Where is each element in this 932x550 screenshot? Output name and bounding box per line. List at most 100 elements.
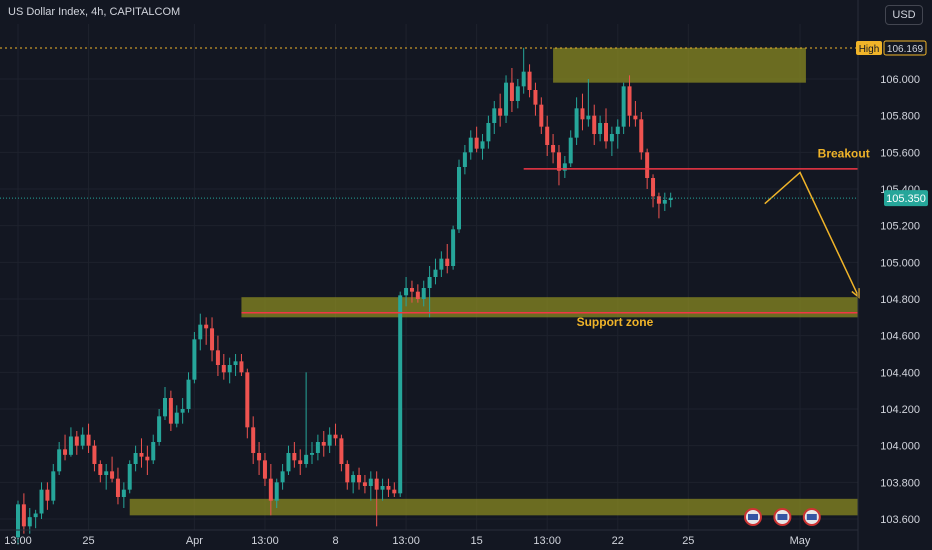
candle-up [486, 123, 491, 142]
y-tick-label: 104.800 [880, 294, 920, 306]
high-value-tag [883, 40, 927, 56]
candle-down [63, 449, 68, 455]
candle-up [68, 436, 73, 455]
x-tick-label: 25 [82, 535, 94, 547]
candle-down [539, 104, 544, 127]
y-tick-label: 103.600 [880, 514, 920, 526]
high-tag-text: High [859, 44, 880, 55]
candle-down [386, 486, 391, 490]
candle-up [286, 453, 291, 472]
y-tick-label: 103.800 [880, 477, 920, 489]
candle-down [251, 427, 256, 453]
candle-up [274, 482, 279, 501]
candle-down [627, 86, 632, 116]
candle-up [39, 489, 44, 514]
candle-down [292, 453, 297, 461]
candle-up [586, 115, 591, 120]
x-tick-label: 13:00 [4, 535, 32, 547]
candle-up [304, 454, 309, 464]
candle-up [598, 123, 603, 134]
candle-up [51, 471, 56, 501]
candle-down [409, 288, 414, 292]
candle-up [33, 513, 38, 518]
candle-down [257, 453, 262, 461]
candle-down [645, 152, 650, 178]
candle-down [298, 460, 303, 464]
candle-down [221, 365, 226, 373]
candle-up [104, 471, 109, 475]
candle-up [163, 398, 167, 417]
candle-up [310, 453, 314, 455]
candle-up [174, 412, 179, 424]
candle-up [280, 471, 285, 483]
candle-up [668, 198, 673, 200]
candle-up [180, 409, 185, 413]
candle-up [368, 478, 373, 486]
candle-up [521, 71, 526, 87]
last-price-text: 105.350 [886, 193, 926, 205]
projection-arrowhead [851, 288, 860, 299]
candle-down [74, 436, 79, 446]
candle-up [492, 108, 497, 123]
y-tick-label: 104.400 [880, 367, 920, 379]
candle-up [427, 277, 432, 288]
candle-down [239, 361, 244, 373]
candle-up [186, 379, 191, 409]
candle-up [327, 434, 332, 446]
x-tick-label: May [790, 535, 811, 547]
x-tick-label: 13:00 [251, 535, 279, 547]
candle-up [151, 442, 156, 461]
candle-up [615, 126, 620, 134]
candle-up [462, 152, 467, 167]
candle-down [509, 82, 514, 101]
candle-down [204, 324, 209, 329]
candle-down [333, 434, 338, 439]
x-tick-label: 25 [682, 535, 694, 547]
candle-up [227, 365, 232, 373]
candle-down [592, 115, 597, 134]
candle-down [245, 372, 250, 428]
flag-stripe [777, 514, 788, 520]
candle-down [374, 478, 379, 490]
candle-down [639, 119, 644, 153]
candle-down [110, 471, 115, 479]
candle-down [215, 350, 220, 365]
candle-down [651, 178, 656, 197]
candle-up [351, 475, 356, 483]
bottom-zone [129, 498, 859, 516]
candle-up [380, 486, 385, 490]
candle-down [98, 464, 103, 475]
candle-up [27, 517, 32, 527]
candle-down [656, 196, 661, 204]
candle-down [86, 434, 91, 446]
y-tick-label: 104.600 [880, 331, 920, 343]
y-tick-label: 104.000 [880, 441, 920, 453]
currency-selector[interactable]: USD [885, 5, 923, 25]
candle-down [92, 445, 97, 464]
high-value-text: 106.169 [887, 44, 924, 55]
candle-up [574, 108, 579, 138]
y-tick-label: 104.200 [880, 404, 920, 416]
y-tick-label: 105.200 [880, 221, 920, 233]
annotation-label: Support zone [577, 315, 654, 329]
candle-up [198, 324, 203, 340]
high-tag [856, 41, 882, 56]
candle-down [633, 115, 638, 120]
candle-down [45, 489, 50, 501]
candle-down [392, 489, 397, 494]
projection-path [764, 171, 860, 298]
candle-up [515, 86, 520, 101]
top-zone [553, 47, 806, 83]
candle-down [115, 478, 120, 497]
candle-down [527, 71, 532, 90]
candle-up [398, 295, 403, 494]
candle-down [168, 398, 173, 424]
candle-up [562, 163, 567, 171]
candle-up [192, 339, 197, 380]
candle-down [551, 145, 556, 153]
candle-down [268, 478, 273, 501]
candle-up [121, 489, 126, 497]
flag-stripe [748, 514, 758, 520]
candle-down [145, 456, 150, 461]
